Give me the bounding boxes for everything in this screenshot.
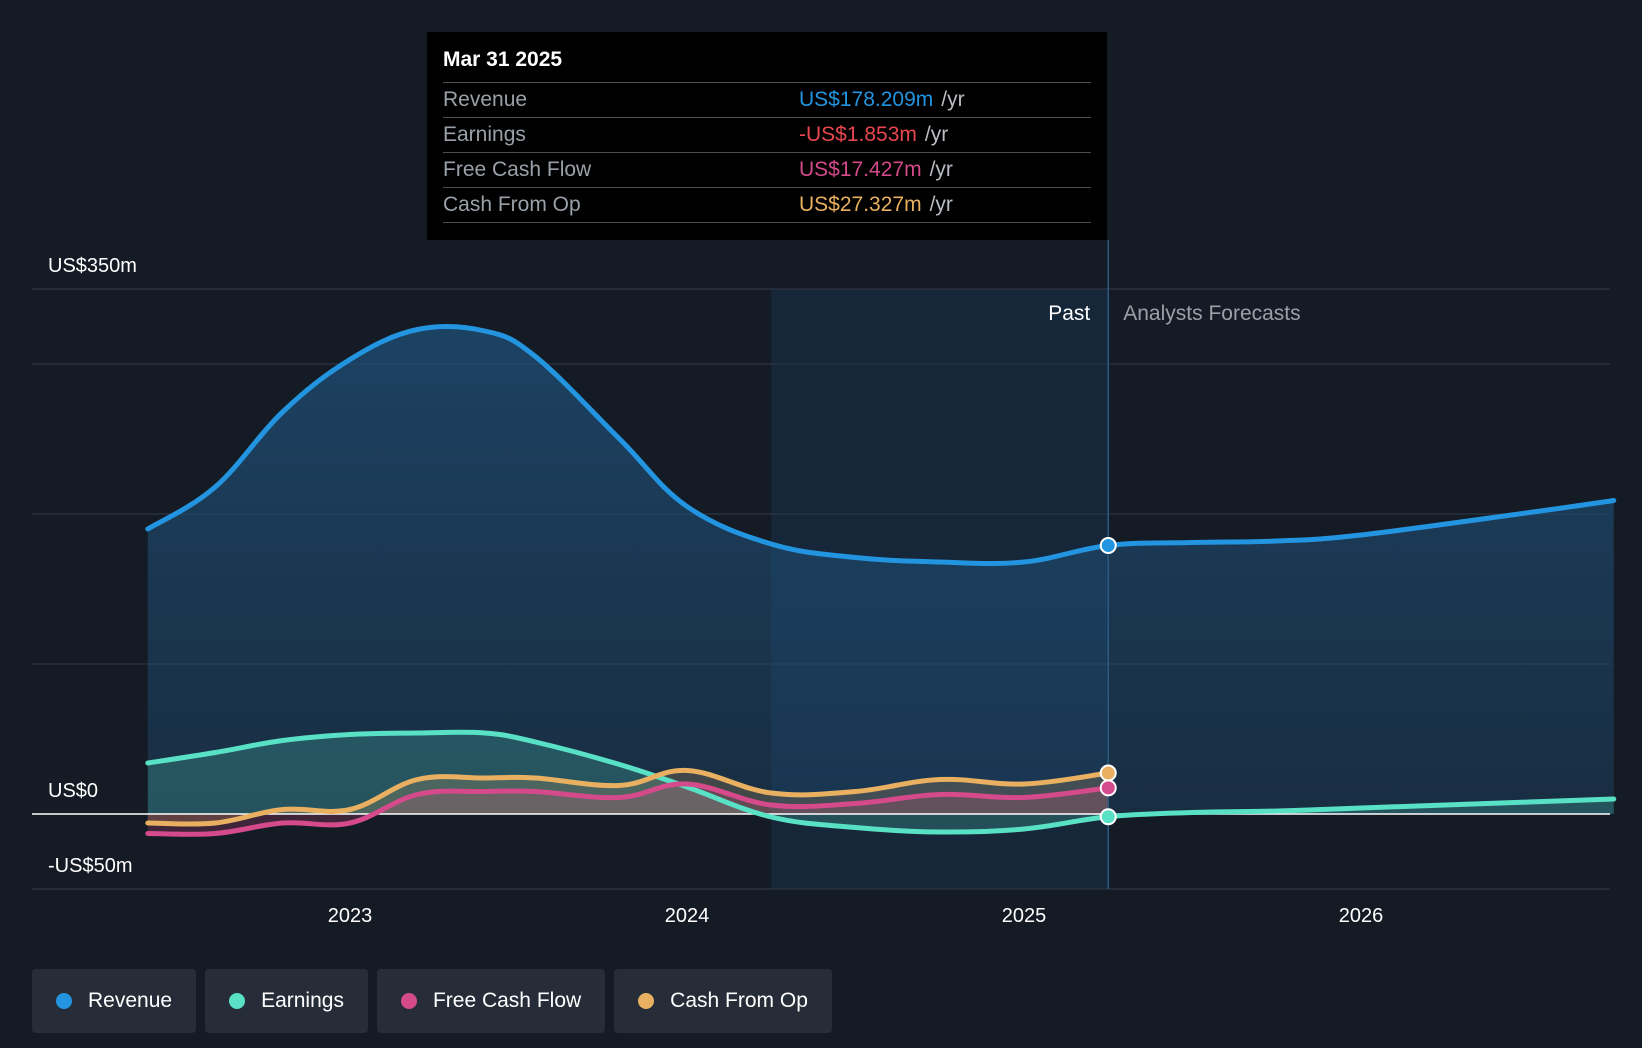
area-earnings [147, 732, 1614, 833]
marker-revenue [1099, 537, 1117, 554]
legend-dot-icon [56, 993, 72, 1009]
tooltip-row-unit: /yr [941, 88, 965, 111]
y-axis-label-zero: US$0 [48, 780, 98, 802]
legend-dot-icon [400, 993, 417, 1009]
tooltip-row-label: Cash From Op [443, 193, 581, 216]
line-revenue [145, 323, 1617, 567]
tooltip-row-earnings: Earnings -US$1.853m /yr [443, 117, 1091, 152]
tooltip-row-value: US$17.427m [799, 158, 922, 181]
legend-dot-icon [638, 993, 655, 1009]
legend-label: Revenue [88, 989, 173, 1012]
line-earnings [145, 729, 1617, 835]
legend-item-free-cash-flow[interactable]: Free Cash Flow [376, 969, 606, 1033]
marker-free-cash-flow [1099, 779, 1117, 797]
legend-label: Free Cash Flow [432, 989, 582, 1012]
x-tick-2024: 2024 [665, 905, 710, 927]
tooltip-row-unit: /yr [924, 123, 949, 146]
tooltip-row-label: Revenue [443, 88, 528, 111]
series-areas [147, 326, 1614, 835]
legend: Revenue Earnings Free Cash Flow Cash Fro… [32, 969, 832, 1033]
chart-plot: US$350m US$0 -US$50m Past Analysts Forec… [32, 240, 1617, 927]
tooltip-row-unit: /yr [929, 193, 953, 216]
tooltip-date: Mar 31 2025 [443, 48, 563, 71]
x-tick-2026: 2026 [1339, 905, 1384, 927]
area-revenue [147, 326, 1614, 814]
x-axis-ticks: 2023 2024 2025 2026 [328, 905, 1384, 927]
x-tick-2025: 2025 [1002, 905, 1047, 927]
legend-item-revenue[interactable]: Revenue [32, 969, 197, 1033]
tooltip-row-value: -US$1.853m [799, 123, 917, 146]
legend-item-cash-from-op[interactable]: Cash From Op [614, 969, 832, 1033]
line-free-cash-flow [145, 781, 1111, 837]
tooltip-row-unit: /yr [929, 158, 953, 181]
legend-dot-icon [229, 993, 246, 1009]
x-tick-2023: 2023 [328, 905, 373, 927]
tooltip-row-free-cash-flow: Free Cash Flow US$17.427m /yr [443, 152, 1091, 187]
forecast-label: Analysts Forecasts [1123, 302, 1300, 325]
tooltip-row-cash-from-op: Cash From Op US$27.327m /yr [443, 187, 1091, 223]
tooltip-row-label: Earnings [443, 123, 526, 146]
y-axis-label-bottom: -US$50m [48, 855, 132, 877]
legend-label: Cash From Op [670, 989, 808, 1012]
y-axis-label-top: US$350m [48, 255, 137, 277]
marker-cash-from-op [1099, 764, 1117, 782]
tooltip-row-label: Free Cash Flow [443, 158, 592, 181]
line-cash-from-op [145, 767, 1111, 827]
series-markers [1099, 537, 1117, 826]
area-free-cash-flow [147, 783, 1109, 835]
marker-earnings [1099, 808, 1117, 826]
tooltip-row-value: US$27.327m [799, 193, 922, 216]
tooltip: Mar 31 2025 Revenue US$178.209m /yr Earn… [427, 32, 1107, 240]
series-lines [145, 323, 1617, 837]
tooltip-row-revenue: Revenue US$178.209m /yr [443, 82, 1091, 117]
tooltip-row-value: US$178.209m [799, 88, 934, 111]
legend-item-earnings[interactable]: Earnings [205, 969, 368, 1033]
past-label: Past [1048, 302, 1090, 325]
legend-label: Earnings [261, 989, 344, 1012]
